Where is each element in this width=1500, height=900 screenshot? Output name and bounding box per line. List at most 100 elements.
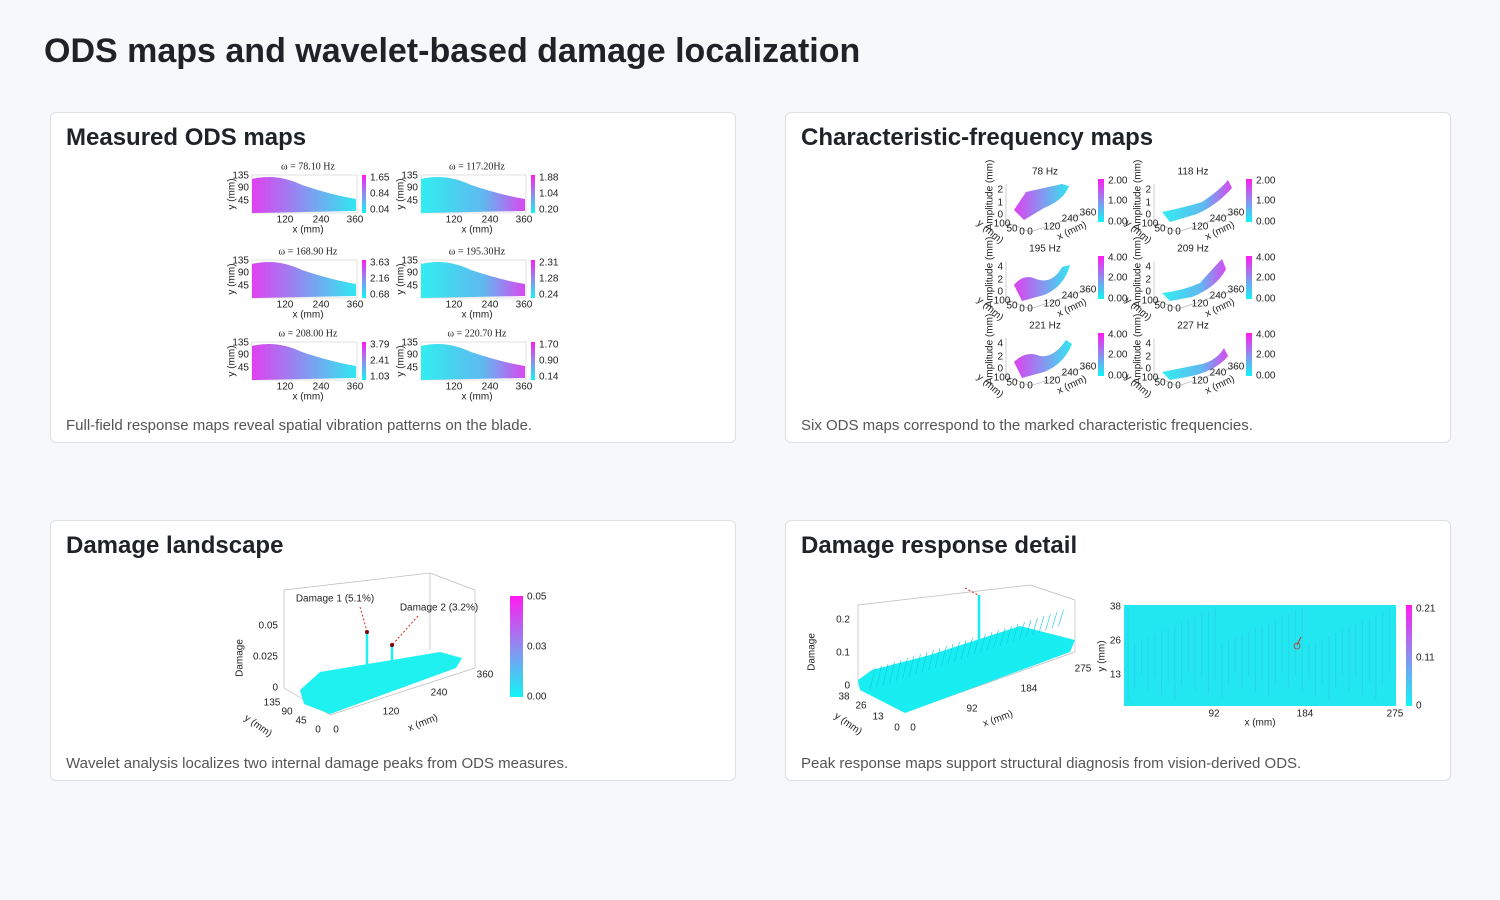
tick-label: 0: [1019, 304, 1025, 315]
axis-line: [429, 572, 476, 591]
colorbar-label: 0.03: [527, 642, 547, 653]
plot-title: 227 Hz: [1177, 321, 1209, 332]
tick-label: 0: [997, 287, 1003, 298]
tick-label: 360: [347, 300, 364, 311]
card-title: Damage landscape: [66, 532, 284, 559]
tick-label: 50: [1154, 301, 1166, 312]
tick-label: 135: [232, 338, 249, 349]
tick-label: 275: [1075, 664, 1092, 675]
blade-surface: [421, 344, 525, 380]
axis-label: x (mm): [461, 392, 492, 403]
tick-label: 0: [1175, 304, 1181, 315]
colorbar-label: 0.14: [539, 372, 559, 383]
tick-label: 4: [997, 339, 1003, 350]
tick-label: 120: [1044, 222, 1061, 233]
tick-label: 120: [1192, 376, 1209, 387]
colorbar-label: 0.04: [370, 205, 390, 216]
axis-line: [857, 584, 1031, 606]
tick-label: 240: [1062, 291, 1079, 302]
plot-title: ω = 220.70 Hz: [448, 328, 507, 339]
response-map: [1124, 605, 1396, 706]
tick-label: 90: [238, 183, 250, 194]
axis-line: [1029, 365, 1091, 387]
tick-label: 120: [277, 382, 294, 393]
plot-title: ω = 117.20Hz: [449, 161, 506, 172]
colorbar-label: 0.00: [1256, 294, 1276, 305]
colorbar-label: 0.84: [370, 189, 390, 200]
tick-label: 0: [997, 364, 1003, 375]
tick-label: 2: [997, 185, 1003, 196]
tick-label: 360: [347, 382, 364, 393]
tick-label: 360: [1080, 208, 1097, 219]
tick-label: 240: [1062, 214, 1079, 225]
tick-label: 0: [1167, 304, 1173, 315]
surface-texture: [934, 647, 941, 669]
surface: [1162, 180, 1232, 222]
axis-label: y (mm): [832, 711, 864, 738]
blade-surface: [252, 344, 356, 380]
tick-label: 360: [516, 382, 533, 393]
surface-texture: [928, 649, 934, 671]
colorbar-label: 0.20: [539, 205, 559, 216]
tick-label: 92: [1208, 709, 1220, 720]
colorbar-label: 2.41: [370, 356, 390, 367]
colorbar-label: 2.00: [1108, 350, 1128, 361]
tick-label: 92: [966, 704, 978, 715]
colorbar-label: 3.79: [370, 340, 390, 351]
surface-texture: [960, 639, 967, 660]
surface: [1014, 340, 1072, 378]
surface-texture: [1025, 619, 1032, 638]
surface-texture: [980, 633, 986, 653]
tick-label: 135: [264, 698, 281, 709]
tick-label: 240: [313, 215, 330, 226]
colorbar-label: 4.00: [1256, 253, 1276, 264]
tick-label: 45: [407, 196, 419, 207]
card: Characteristic-frequency maps Six ODS ma…: [785, 112, 1451, 443]
card-caption: Full-field response maps reveal spatial …: [66, 417, 533, 434]
colorbar-label: 0.00: [527, 692, 547, 703]
colorbar: [362, 175, 366, 213]
surface-texture: [1012, 623, 1019, 642]
tick-label: 360: [516, 300, 533, 311]
tick-label: 0: [1145, 210, 1151, 221]
tick-label: 45: [238, 196, 250, 207]
tick-label: 0.05: [259, 621, 279, 632]
plot-title: ω = 208.00 Hz: [279, 328, 338, 339]
colorbar-label: 4.00: [1108, 253, 1128, 264]
tick-label: 240: [482, 215, 499, 226]
colorbar-label: 2.00: [1108, 273, 1128, 284]
tick-label: 360: [1228, 362, 1245, 373]
tick-label: 0: [1167, 227, 1173, 238]
tick-label: 0: [910, 723, 916, 734]
tick-label: 0: [1175, 381, 1181, 392]
surface-texture: [921, 651, 928, 673]
tick-label: 0: [1027, 227, 1033, 238]
tick-label: 135: [401, 256, 418, 267]
tick-label: 45: [238, 363, 250, 374]
surface-texture: [1019, 621, 1025, 640]
colorbar-label: 1.65: [370, 173, 390, 184]
tick-label: 4: [997, 262, 1003, 273]
colorbar-label: 1.03: [370, 372, 390, 383]
tick-label: 360: [477, 670, 494, 681]
colorbar: [1406, 605, 1412, 706]
axis-line: [1177, 211, 1239, 233]
axis-label: y (mm): [227, 178, 238, 209]
axis-label: x (mm): [292, 225, 323, 236]
plot-title: 78 Hz: [1032, 167, 1058, 178]
colorbar-label: 2.00: [1256, 273, 1276, 284]
colorbar-label: 0.05: [527, 592, 547, 603]
annotation-line: [392, 615, 419, 645]
tick-label: 0: [894, 723, 900, 734]
colorbar: [531, 260, 535, 298]
surface-texture: [908, 655, 915, 677]
tick-label: 2: [1145, 352, 1151, 363]
tick-label: 45: [407, 281, 419, 292]
axis-label: y (mm): [396, 178, 407, 209]
axis-label: Amplitude (mm): [985, 237, 996, 308]
response-surface: [858, 626, 1075, 713]
surface-texture: [1051, 611, 1058, 629]
axis-label: y (mm): [1097, 640, 1108, 671]
